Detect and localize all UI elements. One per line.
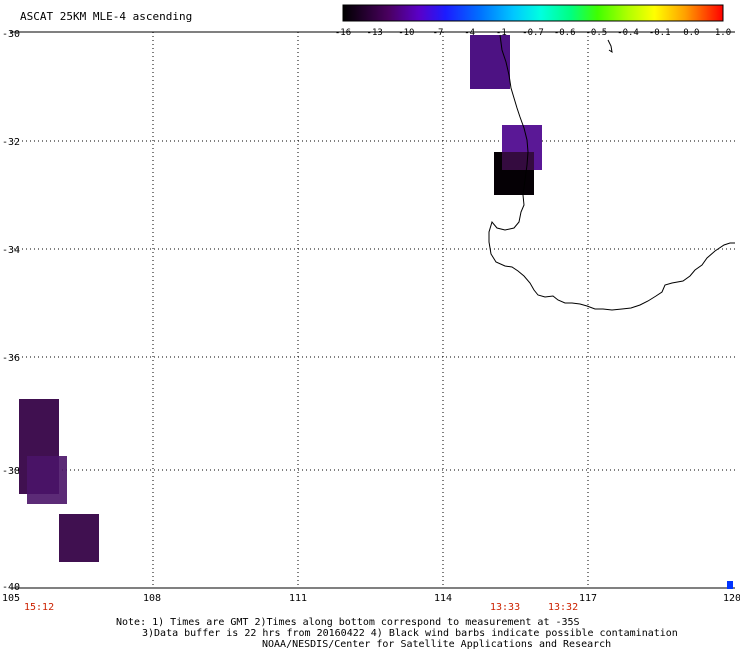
pass-time: 13:32 xyxy=(548,602,578,613)
colorbar-label: -0.5 xyxy=(585,28,607,38)
colorbar xyxy=(342,4,724,22)
data-cell xyxy=(27,456,67,504)
colorbar-label: -0.6 xyxy=(554,28,576,38)
note-line: Note: 1) Times are GMT 2)Times along bot… xyxy=(116,617,580,628)
lon-label: 120 xyxy=(723,593,740,604)
coastline xyxy=(488,34,735,311)
lon-label: 111 xyxy=(289,593,307,604)
lat-label: -32 xyxy=(2,137,20,148)
colorbar-label: -1 xyxy=(496,28,507,38)
colorbar-label: -4 xyxy=(464,28,475,38)
lon-label: 105 xyxy=(2,593,20,604)
pass-time: 13:33 xyxy=(490,602,520,613)
lat-label: -30 xyxy=(2,29,20,40)
colorbar-label: 1.0 xyxy=(715,28,731,38)
note-line: 3)Data buffer is 22 hrs from 20160422 4)… xyxy=(142,628,678,639)
colorbar-label: -13 xyxy=(367,28,383,38)
lon-label: 114 xyxy=(434,593,452,604)
colorbar-label: -0.4 xyxy=(617,28,639,38)
colorbar-labels: -16 -13 -10 -7 -4 -1 -0.7 -0.6 -0.5 -0.4 -0.1 0.0 1.… xyxy=(335,28,731,38)
coastline-island xyxy=(607,39,613,54)
lon-label: 117 xyxy=(579,593,597,604)
data-cell xyxy=(727,581,733,589)
latitude-labels: -30 -32 -34 -36 -38 -40 xyxy=(2,29,20,593)
pass-times: 15:12 13:33 13:32 xyxy=(24,602,578,613)
mle-data-cells xyxy=(19,35,733,589)
data-cell xyxy=(502,152,534,170)
longitude-labels: 105 108 111 114 117 120 xyxy=(2,593,740,604)
lon-label: 108 xyxy=(143,593,161,604)
data-cell xyxy=(470,35,510,89)
data-cell xyxy=(59,514,99,562)
pass-time: 15:12 xyxy=(24,602,54,613)
colorbar-label: -10 xyxy=(398,28,414,38)
plot-frame xyxy=(10,31,735,589)
colorbar-label: -16 xyxy=(335,28,351,38)
colorbar-label: -0.7 xyxy=(522,28,544,38)
lat-label: -40 xyxy=(2,582,20,593)
note-line: NOAA/NESDIS/Center for Satellite Applica… xyxy=(262,639,611,650)
lat-label: -38 xyxy=(2,466,20,477)
map-title: ASCAT 25KM MLE-4 ascending xyxy=(20,10,192,23)
graticule xyxy=(10,32,735,588)
lat-label: -34 xyxy=(2,245,20,256)
footer-notes: Note: 1) Times are GMT 2)Times along bot… xyxy=(116,617,678,650)
colorbar-label: -0.1 xyxy=(649,28,671,38)
lat-label: -36 xyxy=(2,353,20,364)
colorbar-label: -7 xyxy=(433,28,444,38)
colorbar-label: 0.0 xyxy=(683,28,699,38)
